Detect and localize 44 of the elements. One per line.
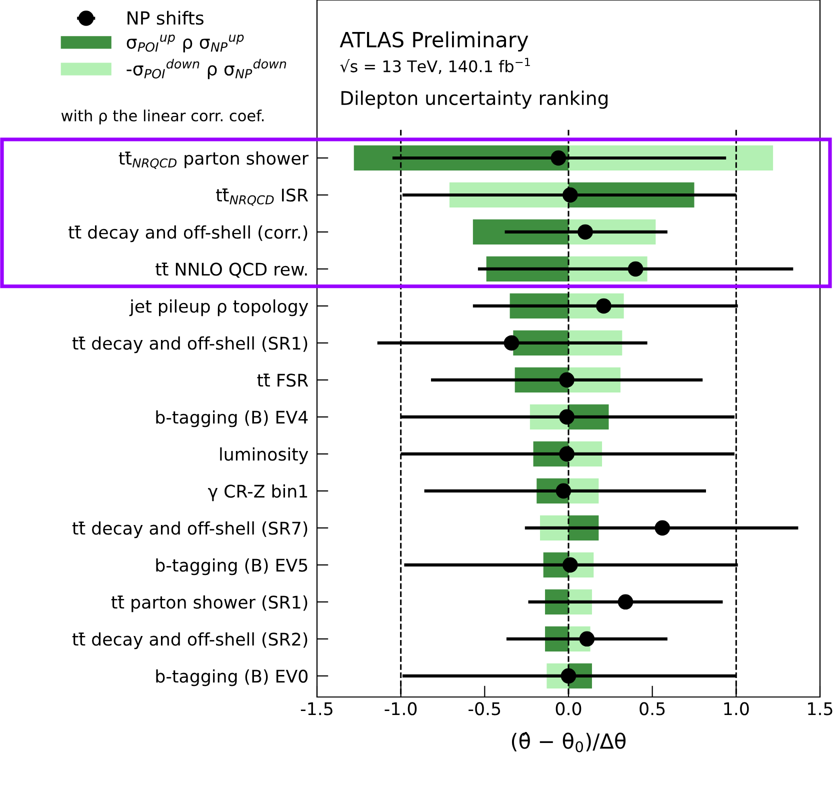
y-tick-label: tt̄$_{NRQCD}$ parton shower bbox=[118, 151, 309, 169]
point bbox=[504, 335, 520, 351]
y-tick-label: tt̄$_{NRQCD}$ ISR bbox=[216, 188, 308, 206]
y-tick-label: tt̄ decay and off-shell (corr.) bbox=[68, 225, 308, 242]
point bbox=[559, 446, 574, 462]
y-tick-label: b-tagging (B) EV5 bbox=[156, 558, 308, 576]
point bbox=[560, 668, 576, 684]
point bbox=[550, 150, 566, 166]
x-tick-label: -1.0 bbox=[384, 702, 417, 716]
y-tick-label: tt̄ parton shower (SR1) bbox=[111, 595, 308, 612]
chart-subtitle: √s = 13 TeV, 140.1 fb$^{−1}$ bbox=[340, 58, 530, 74]
x-tick-label: -1.5 bbox=[300, 702, 332, 716]
x-tick-label: 1.5 bbox=[808, 702, 832, 716]
x-tick-label: -0.5 bbox=[468, 702, 500, 716]
x-axis-title: (θ̂ − θ$_{0}$)/Δθ bbox=[512, 732, 626, 752]
legend-label: σ$_{POI}$$^{up}$ ρ σ$_{NP}$$^{up}$ bbox=[126, 34, 244, 52]
point bbox=[562, 187, 578, 203]
chart-title: ATLAS Preliminary bbox=[340, 31, 528, 52]
y-tick-label: tt̄ decay and off-shell (SR2) bbox=[72, 632, 308, 650]
y-tick-label: tt̄ NNLO QCD rew. bbox=[156, 262, 307, 278]
y-tick-label: tt̄ FSR bbox=[257, 374, 308, 387]
y-tick-label: tt̄ decay and off-shell (SR7) bbox=[72, 521, 308, 538]
y-tick-label: γ CR-Z bin1 bbox=[208, 484, 308, 502]
y-tick-label: b-tagging (B) EV4 bbox=[156, 410, 308, 428]
point bbox=[559, 409, 574, 425]
text: with ρ the linear corr. coef. bbox=[61, 110, 264, 124]
y-tick-label: b-tagging (B) EV0 bbox=[156, 669, 308, 686]
y-tick-label: jet pileup ρ topology bbox=[129, 299, 308, 316]
bar bbox=[472, 219, 568, 245]
x-tick-label: 1.0 bbox=[724, 702, 749, 716]
point bbox=[578, 224, 593, 240]
legend-label: -σ$_{POI}$$^{down}$ ρ σ$_{NP}$$^{down}$ bbox=[126, 58, 286, 80]
y-tick-label: luminosity bbox=[220, 447, 308, 464]
point bbox=[628, 261, 644, 277]
point bbox=[618, 594, 634, 610]
text: Dilepton uncertainty ranking bbox=[341, 90, 608, 109]
x-tick-label: 0.5 bbox=[640, 702, 665, 716]
point bbox=[556, 483, 572, 499]
x-tick-label: 0.0 bbox=[556, 702, 582, 716]
legend-label: NP shifts bbox=[128, 10, 204, 25]
point bbox=[654, 520, 670, 536]
y-tick-label: tt̄ decay and off-shell (SR1) bbox=[72, 336, 308, 354]
point bbox=[562, 557, 578, 573]
point bbox=[559, 372, 574, 388]
